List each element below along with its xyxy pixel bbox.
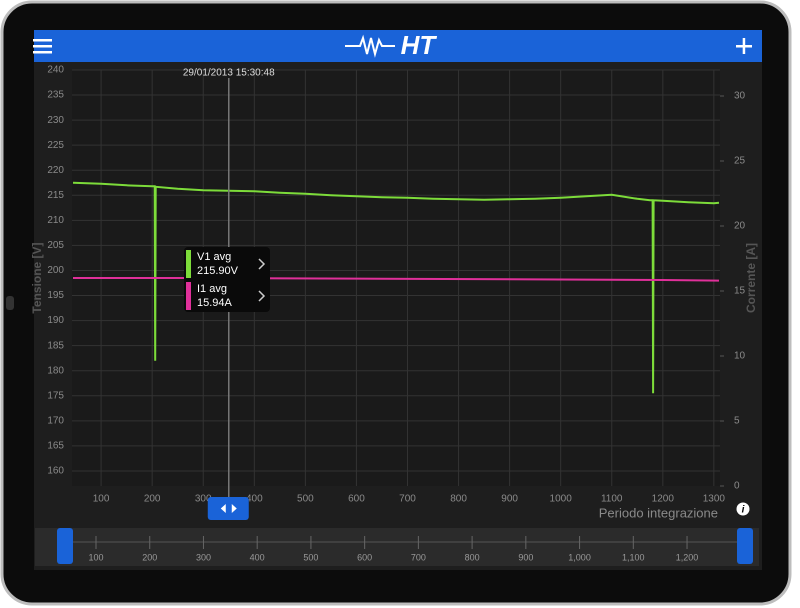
chart: 1601651701751801851901952002052102152202… xyxy=(30,65,758,521)
cursor-arrows xyxy=(220,504,237,513)
tooltip-swatch xyxy=(186,250,191,278)
overview-track xyxy=(35,528,759,566)
tooltip-name: I1 avg xyxy=(197,283,227,295)
x-tick-label: 700 xyxy=(399,494,416,505)
info-icon[interactable] xyxy=(736,502,750,516)
y-tick-label: 200 xyxy=(47,265,64,276)
cursor-timestamp: 29/01/2013 15:30:48 xyxy=(183,68,275,79)
series-line xyxy=(73,277,720,282)
overview-tick-label: 500 xyxy=(303,552,318,562)
x-tick-label: 1300 xyxy=(703,494,726,505)
y-tick-label: 220 xyxy=(47,165,64,176)
y-axis-label: Tensione [V] xyxy=(30,242,44,313)
x-tick-label: 1000 xyxy=(550,494,573,505)
header-bar xyxy=(34,30,762,62)
range-handle-left[interactable] xyxy=(57,528,73,564)
overview-tick-label: 700 xyxy=(411,552,426,562)
y2-tick-label: 25 xyxy=(734,156,746,167)
tooltip-chevron xyxy=(258,258,266,270)
y-tick-label: 185 xyxy=(47,340,64,351)
tooltip-swatch xyxy=(186,282,191,310)
x-tick-label: 600 xyxy=(348,494,365,505)
x-tick-label: 400 xyxy=(246,494,263,505)
tooltip[interactable]: V1 avg 215.90V I1 avg 15.94A xyxy=(184,247,270,312)
series-line xyxy=(72,181,720,394)
y-tick-label: 235 xyxy=(47,90,64,101)
tooltip-name: V1 avg xyxy=(197,251,231,263)
y2-tick-label: 0 xyxy=(734,481,740,492)
overview-tick-label: 100 xyxy=(88,552,103,562)
overview-tick-label: 800 xyxy=(465,552,480,562)
y-tick-label: 190 xyxy=(47,315,64,326)
overview-tick-label: 200 xyxy=(142,552,157,562)
tooltip-box xyxy=(184,247,270,312)
y-tick-label: 175 xyxy=(47,390,64,401)
logo: HT xyxy=(401,30,438,60)
x-tick-label: 100 xyxy=(93,494,110,505)
x-tick-label: 1200 xyxy=(652,494,675,505)
y-tick-label: 195 xyxy=(47,290,64,301)
y-tick-label: 160 xyxy=(47,466,64,477)
x-tick-label: 300 xyxy=(195,494,212,505)
overview-tick-label: 400 xyxy=(250,552,265,562)
y-tick-label: 240 xyxy=(47,65,64,76)
x-tick-label: 200 xyxy=(144,494,161,505)
x-tick-label: 1100 xyxy=(601,494,623,505)
y2-tick-label: 10 xyxy=(734,351,746,362)
overview-tick-label: 900 xyxy=(518,552,533,562)
y2-tick-label: 5 xyxy=(734,416,740,427)
y-tick-label: 215 xyxy=(47,190,64,201)
range-handle-right[interactable] xyxy=(737,528,753,564)
y-tick-label: 210 xyxy=(47,215,64,226)
overview-tick-label: 600 xyxy=(357,552,372,562)
cursor-button[interactable] xyxy=(207,497,249,520)
y-tick-label: 170 xyxy=(47,415,64,426)
tooltip-value: 215.90V xyxy=(197,265,239,277)
overview-tick-label: 300 xyxy=(196,552,211,562)
tooltip-chevron xyxy=(258,290,266,302)
overview: 100 200 300 400 500 600 700 800 900 1,000 1,100 1,2… xyxy=(88,536,698,562)
overview-tick-label: 1,000 xyxy=(568,552,591,562)
logo-wave xyxy=(345,34,395,58)
y2-tick-label: 30 xyxy=(734,91,746,102)
home-button xyxy=(6,296,14,310)
overview-tick-label: 1,200 xyxy=(676,552,699,562)
y-tick-label: 225 xyxy=(47,140,64,151)
x-tick-label: 500 xyxy=(297,494,314,505)
x-tick-label: 900 xyxy=(501,494,518,505)
y-tick-label: 230 xyxy=(47,115,64,126)
info-icon-label: i xyxy=(742,505,745,516)
y-tick-label: 165 xyxy=(47,441,64,452)
x-axis-label: Periodo integrazione xyxy=(599,505,718,520)
y2-tick-label: 15 xyxy=(734,286,746,297)
tooltip-value: 15.94A xyxy=(197,297,233,309)
menu-icon[interactable] xyxy=(33,39,52,54)
x-tick-label: 800 xyxy=(450,494,467,505)
y-tick-label: 180 xyxy=(47,365,64,376)
y2-axis-label: Corrente [A] xyxy=(744,243,758,313)
add-icon[interactable] xyxy=(736,38,752,54)
y-tick-label: 205 xyxy=(47,240,64,251)
y2-tick-label: 20 xyxy=(734,221,746,232)
overview-tick-label: 1,100 xyxy=(622,552,645,562)
